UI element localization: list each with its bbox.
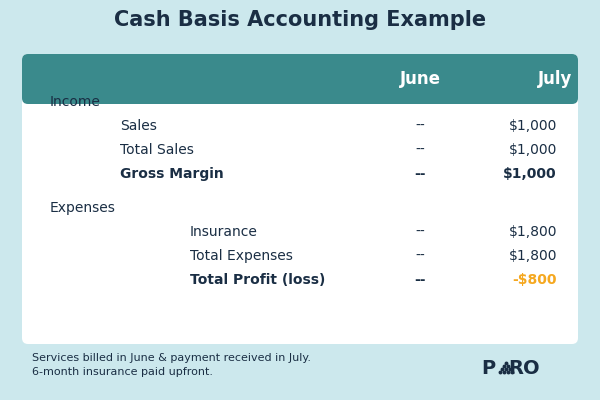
Text: --: -- <box>415 119 425 133</box>
FancyBboxPatch shape <box>22 54 578 344</box>
Text: Total Sales: Total Sales <box>120 143 194 157</box>
FancyBboxPatch shape <box>22 54 578 104</box>
Text: RO: RO <box>508 358 540 378</box>
Text: $1,800: $1,800 <box>509 225 557 239</box>
Text: --: -- <box>415 249 425 263</box>
Text: Income: Income <box>50 95 101 109</box>
Text: July: July <box>538 70 572 88</box>
Text: Expenses: Expenses <box>50 201 116 215</box>
Text: -$800: -$800 <box>512 273 557 287</box>
Text: Total Expenses: Total Expenses <box>190 249 293 263</box>
Text: P: P <box>481 358 495 378</box>
Text: $1,000: $1,000 <box>509 119 557 133</box>
Text: --: -- <box>415 225 425 239</box>
Text: Total Profit (loss): Total Profit (loss) <box>190 273 325 287</box>
Text: --: -- <box>414 167 426 181</box>
Text: $1,000: $1,000 <box>509 143 557 157</box>
Text: Insurance: Insurance <box>190 225 258 239</box>
Text: $1,000: $1,000 <box>503 167 557 181</box>
Text: Cash Basis Accounting Example: Cash Basis Accounting Example <box>114 10 486 30</box>
Text: $1,800: $1,800 <box>509 249 557 263</box>
Bar <box>28 79 572 98</box>
Text: June: June <box>400 70 440 88</box>
Text: Gross Margin: Gross Margin <box>120 167 224 181</box>
Text: --: -- <box>414 273 426 287</box>
Text: --: -- <box>415 143 425 157</box>
Text: Sales: Sales <box>120 119 157 133</box>
Text: Services billed in June & payment received in July.: Services billed in June & payment receiv… <box>32 353 311 363</box>
Text: 6-month insurance paid upfront.: 6-month insurance paid upfront. <box>32 367 213 377</box>
